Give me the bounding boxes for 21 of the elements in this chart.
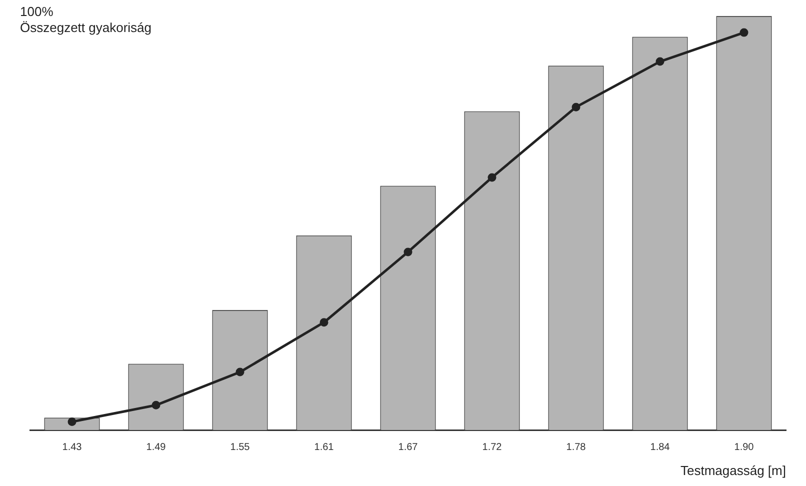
point [236,368,244,376]
y-axis-title: Összegzett gyakoriság [20,20,152,35]
x-tick-label: 1.84 [650,442,670,453]
x-tick-label: 1.49 [146,442,166,453]
x-tick-label: 1.78 [566,442,586,453]
x-tick-label: 1.61 [314,442,334,453]
point [68,417,76,426]
point [740,28,748,37]
point [152,400,160,410]
point [320,318,328,327]
x-tick-label: 1.67 [398,442,418,453]
x-tick-label: 1.55 [230,442,250,453]
x-tick-label: 1.90 [734,442,754,453]
point [404,248,412,256]
x-tick-label: 1.72 [482,442,502,453]
annotation: 100% [20,4,54,19]
x-tick-label: 1.43 [62,442,82,453]
x-axis-title: Testmagasság [m] [680,463,786,478]
point [488,173,496,182]
point [656,57,664,66]
point [572,102,580,112]
